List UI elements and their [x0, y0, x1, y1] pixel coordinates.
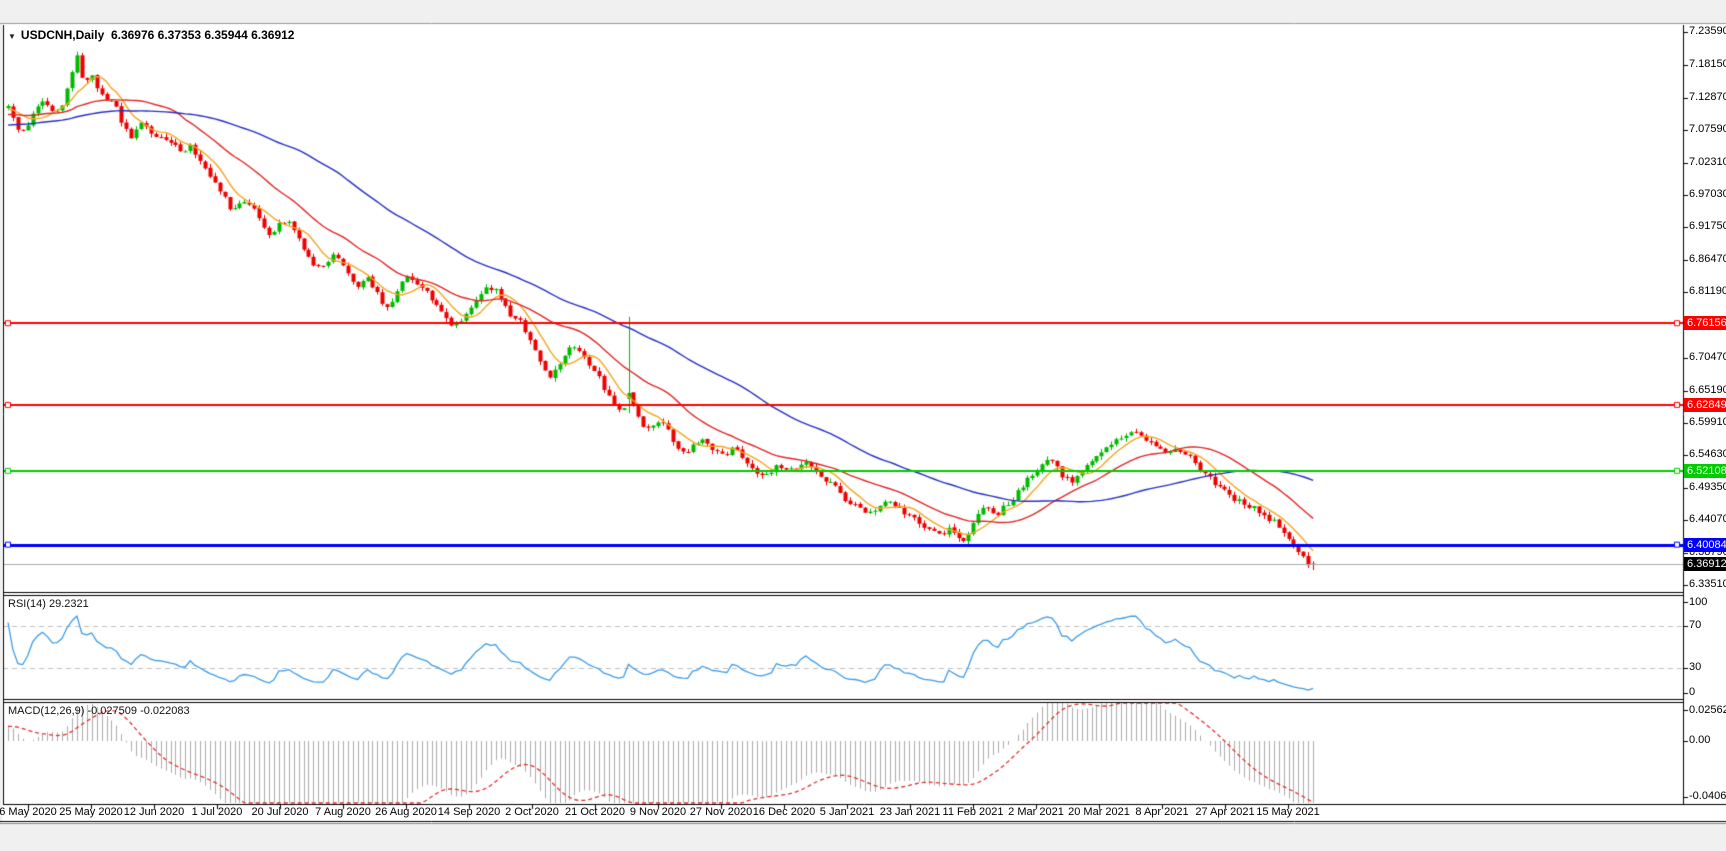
chart-symbol-period: USDCNH,Daily — [20, 28, 105, 42]
rsi-indicator-label: RSI(14) 29.2321 — [8, 598, 89, 610]
macd-indicator-label: MACD(12,26,9) -0.027509 -0.022083 — [8, 705, 190, 717]
chart-title: ▼ USDCNH,Daily 6.36976 6.37353 6.35944 6.… — [8, 28, 294, 42]
collapse-chart-icon[interactable]: ▼ — [8, 32, 16, 41]
chart-ohlc-values: 6.36976 6.37353 6.35944 6.36912 — [110, 28, 295, 42]
